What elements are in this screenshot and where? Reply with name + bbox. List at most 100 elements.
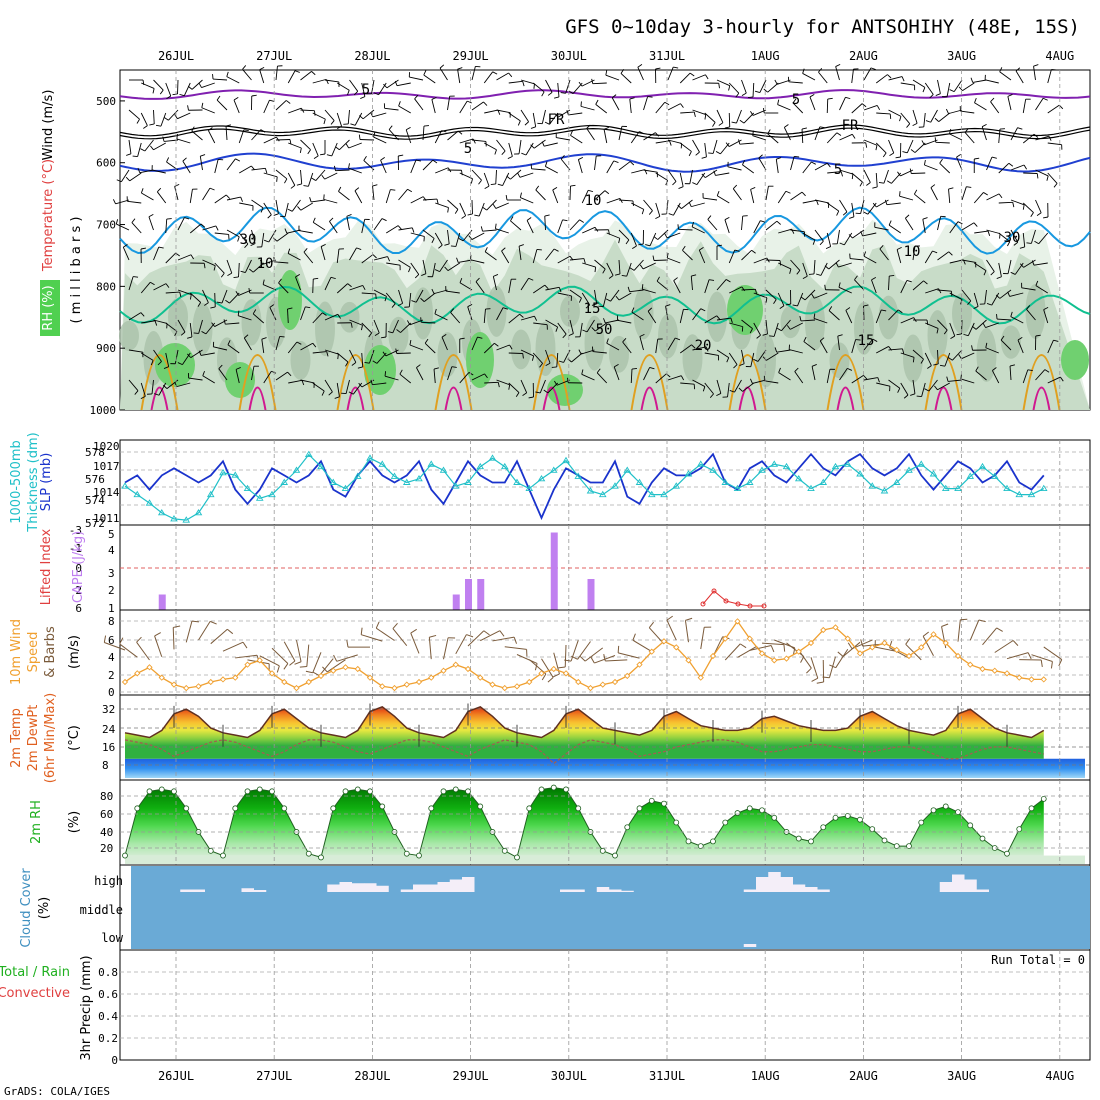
upper-wind-barb (385, 189, 391, 204)
upper-wind-barb-flag (695, 151, 700, 156)
upper-wind-barb-flag (421, 273, 427, 276)
ylabel-temp-4: (°C) (67, 725, 82, 751)
upper-wind-barb (655, 101, 666, 114)
upper-wind-barb (914, 193, 926, 204)
upper-wind-barb (938, 112, 951, 122)
upper-wind-barb-flag (753, 358, 759, 362)
contour-label: 15 (858, 333, 875, 349)
upper-wind-barb (533, 139, 546, 149)
upper-wind-barb-flag (749, 328, 753, 334)
upper-wind-barb-flag (547, 92, 553, 96)
upper-wind-barb-flag (653, 236, 659, 240)
upper-wind-barb (384, 375, 399, 381)
upper-wind-barb-flag (372, 184, 378, 187)
upper-wind-barb-flag (143, 125, 148, 129)
upper-wind-barb-flag (739, 119, 745, 124)
upper-wind-barb-flag (507, 156, 513, 160)
upper-wind-barb (261, 232, 265, 247)
upper-wind-barb-flag (876, 105, 881, 111)
upper-wind-barb (557, 322, 567, 335)
upper-wind-barb (924, 164, 938, 171)
upper-wind-barb-flag (323, 119, 326, 125)
upper-wind-barb (809, 96, 816, 111)
wind-tick-label: 8 (108, 615, 115, 628)
upper-wind-barb (1038, 232, 1049, 245)
high-cloud-block (596, 887, 610, 892)
chart-title: GFS 0~10day 3-hourly for ANTSOHIHY (48E,… (565, 16, 1080, 38)
wind-speed-marker (232, 674, 239, 681)
upper-wind-barb (753, 292, 768, 299)
rh-marker (599, 847, 606, 854)
upper-wind-barb (596, 372, 608, 384)
rh-blob (168, 297, 188, 337)
upper-wind-barb-flag (391, 303, 396, 308)
upper-wind-barb-flag (433, 367, 439, 370)
surface-wind-barb (1031, 654, 1053, 662)
upper-wind-barb-flag (948, 128, 952, 134)
upper-wind-barb-flag (906, 279, 912, 283)
upper-wind-barb-flag (260, 129, 266, 133)
upper-wind-barb-flag (225, 299, 230, 304)
rh-blob (511, 329, 531, 370)
upper-wind-barb (752, 82, 755, 98)
upper-wind-barb (324, 379, 333, 393)
upper-wind-barb (496, 307, 504, 321)
upper-wind-barb (1023, 259, 1036, 268)
contour-label: 10 (257, 256, 274, 272)
upper-wind-barb (177, 112, 191, 120)
upper-wind-barb (535, 189, 546, 201)
upper-wind-barb (495, 202, 509, 209)
upper-wind-barb-flag (562, 333, 567, 339)
wind-speed-marker (905, 652, 913, 660)
upper-wind-barb (1000, 339, 1012, 351)
wind-speed-marker (758, 650, 766, 657)
upper-wind-barb-flag (712, 122, 716, 127)
upper-wind-barb (766, 352, 779, 361)
upper-wind-barb (1047, 142, 1062, 146)
upper-wind-barb (569, 319, 574, 334)
thickness-marker (880, 487, 889, 494)
upper-wind-barb (545, 319, 558, 328)
wind-speed-marker (464, 665, 472, 673)
rh-marker (967, 822, 974, 829)
upper-wind-barb (475, 281, 485, 294)
upper-wind-barb-flag (568, 90, 574, 94)
upper-wind-barb (912, 349, 924, 360)
wind-speed-marker (746, 635, 753, 642)
upper-wind-barb-flag (368, 332, 373, 338)
upper-wind-barb-flag (682, 245, 686, 251)
upper-wind-barb (213, 78, 228, 81)
upper-wind-barb-flag (899, 191, 901, 197)
upper-wind-barb-flag (591, 327, 596, 332)
upper-wind-barb-flag (372, 254, 377, 259)
surface-wind-barb (969, 619, 980, 641)
upper-wind-barb-flag (290, 185, 296, 189)
surface-wind-barb (749, 644, 772, 651)
upper-wind-barb (973, 192, 984, 204)
upper-wind-barb (839, 169, 854, 175)
upper-wind-barb (409, 344, 424, 351)
upper-wind-barb (547, 382, 559, 394)
rh-marker (795, 835, 802, 842)
upper-wind-barb-flag (620, 69, 625, 74)
upper-wind-barb-flag (140, 395, 146, 400)
upper-wind-barb-flag (154, 320, 158, 326)
precip-tick-label: 0.4 (98, 1010, 118, 1023)
upper-wind-barb-flag (313, 155, 319, 159)
upper-wind-barb (850, 258, 865, 261)
upper-wind-barb-flag (647, 96, 653, 98)
li-tick-label: 0 (75, 562, 82, 575)
upper-wind-barb (165, 352, 170, 367)
upper-wind-barb (956, 156, 963, 171)
surface-wind-barb-flag (466, 634, 474, 638)
thickness-marker (366, 454, 374, 461)
upper-wind-barb (1015, 70, 1024, 84)
surface-wind-barb (306, 644, 310, 667)
upper-wind-barb (843, 232, 853, 246)
upper-wind-barb (783, 127, 791, 141)
upper-wind-barb (595, 104, 608, 114)
upper-wind-barb (642, 288, 656, 294)
upper-wind-barb-flag (909, 168, 912, 174)
upper-wind-barb-flag (705, 74, 709, 80)
